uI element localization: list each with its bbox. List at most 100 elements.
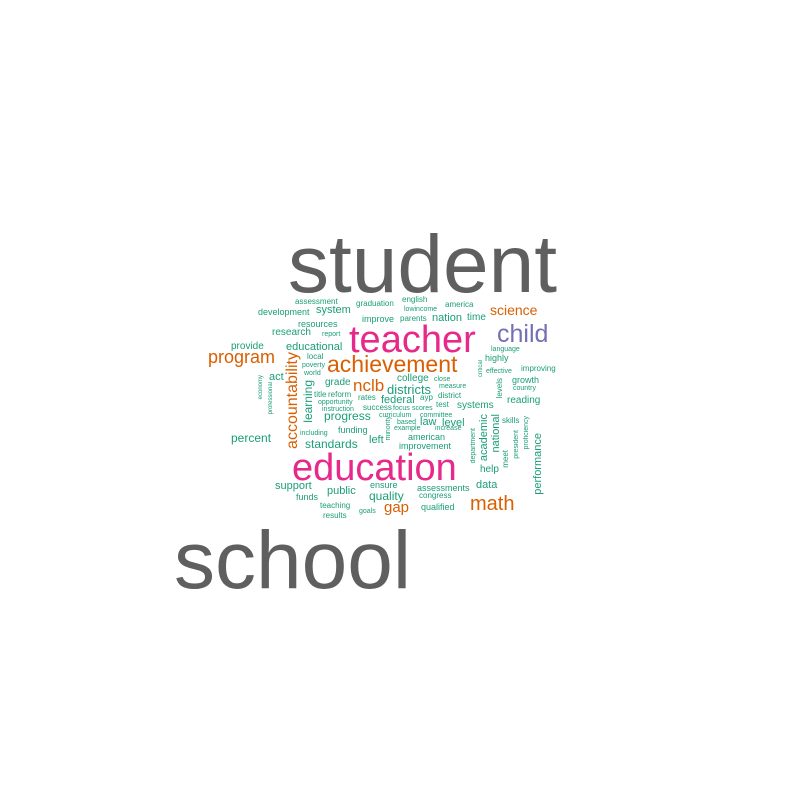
word-example: example	[394, 425, 421, 432]
word-rates: rates	[358, 393, 376, 402]
word-system: system	[316, 304, 351, 316]
word-resources: resources	[298, 319, 338, 329]
word-minority: minority	[385, 416, 392, 441]
word-gap: gap	[384, 499, 410, 516]
word-school: school	[174, 515, 412, 606]
word-success: success	[363, 403, 392, 412]
word-time: time	[467, 312, 486, 323]
word-percent: percent	[231, 431, 272, 445]
word-title: title	[314, 390, 327, 399]
word-teaching: teaching	[320, 501, 351, 510]
word-focus: focus	[393, 405, 410, 412]
word-including: including	[300, 430, 328, 437]
word-report: report	[322, 331, 341, 338]
word-achievement: achievement	[327, 351, 458, 377]
word-improvement: improvement	[399, 441, 452, 451]
word-local: local	[307, 352, 324, 361]
word-assessment: assessment	[295, 297, 338, 306]
word-educational: educational	[286, 341, 343, 353]
word-data: data	[476, 479, 498, 491]
word-funding: funding	[338, 425, 368, 435]
word-meet: meet	[501, 450, 510, 468]
word-public: public	[327, 485, 356, 497]
word-district: district	[438, 391, 462, 400]
word-funds: funds	[296, 492, 319, 502]
word-math: math	[470, 493, 515, 515]
word-parents: parents	[400, 314, 427, 323]
word-america: america	[445, 300, 474, 309]
word-instruction: instruction	[322, 406, 354, 413]
word-student: student	[288, 219, 557, 310]
word-quality: quality	[369, 489, 404, 503]
word-president: president	[513, 430, 520, 459]
word-department: department	[470, 428, 477, 464]
word-lowincome: lowincome	[404, 306, 438, 313]
word-science: science	[490, 302, 538, 318]
word-american: american	[408, 432, 446, 442]
word-college: college	[397, 373, 429, 384]
word-reading: reading	[507, 395, 541, 406]
word-assessments: assessments	[417, 483, 470, 493]
word-grade: grade	[325, 377, 351, 388]
word-districts: districts	[387, 382, 432, 397]
word-nation: nation	[432, 312, 462, 324]
word-reform: reform	[328, 390, 352, 399]
word-teacher: teacher	[349, 319, 476, 361]
word-ayp: ayp	[420, 393, 433, 402]
word-scores: scores	[412, 405, 433, 412]
word-education: education	[292, 447, 457, 489]
word-committee: committee	[420, 412, 453, 419]
word-nclb: nclb	[353, 376, 385, 395]
word-ensure: ensure	[370, 480, 398, 490]
word-critical: critical	[478, 360, 484, 378]
word-effective: effective	[486, 368, 512, 375]
word-national: national	[490, 414, 502, 453]
word-performance: performance	[532, 433, 544, 495]
word-improve: improve	[362, 314, 395, 324]
word-congress: congress	[419, 491, 452, 500]
word-world: world	[304, 370, 321, 377]
word-child: child	[497, 320, 549, 348]
word-test: test	[436, 400, 449, 409]
word-proficiency: proficiency	[523, 416, 530, 450]
word-english: english	[402, 295, 428, 304]
word-qualified: qualified	[421, 502, 455, 512]
word-accountability: accountability	[284, 352, 301, 449]
word-federal: federal	[381, 394, 415, 406]
word-act: act	[269, 371, 284, 383]
word-learning: learning	[301, 380, 315, 423]
word-progress: progress	[324, 409, 371, 423]
word-law: law	[420, 416, 437, 428]
word-curriculum: curriculum	[379, 412, 412, 419]
word-language: language	[491, 346, 520, 353]
word-economy: economy	[258, 375, 264, 400]
word-development: development	[258, 307, 310, 317]
word-help: help	[480, 464, 499, 475]
word-based: based	[397, 419, 417, 426]
word-left: left	[369, 434, 384, 446]
word-results: results	[323, 511, 347, 520]
word-growth: growth	[512, 375, 540, 385]
word-support: support	[275, 480, 312, 492]
word-poverty: poverty	[302, 362, 325, 369]
word-systems: systems	[457, 400, 494, 411]
word-program: program	[208, 347, 276, 367]
word-goals: goals	[359, 508, 376, 515]
word-level: level	[442, 417, 465, 429]
word-levels: levels	[495, 378, 504, 399]
word-measure: measure	[439, 383, 467, 390]
word-research: research	[272, 327, 311, 338]
word-close: close	[434, 376, 451, 383]
word-country: country	[513, 385, 536, 392]
word-improving: improving	[521, 364, 556, 373]
word-provide: provide	[231, 341, 264, 352]
word-professional: professional	[268, 382, 274, 415]
word-increase: increase	[435, 425, 462, 432]
word-academic: academic	[478, 414, 490, 462]
word-graduation: graduation	[356, 299, 394, 308]
word-standards: standards	[305, 437, 358, 451]
word-skills: skills	[502, 416, 520, 425]
word-opportunity: opportunity	[318, 399, 353, 406]
word-highly: highly	[485, 353, 509, 363]
